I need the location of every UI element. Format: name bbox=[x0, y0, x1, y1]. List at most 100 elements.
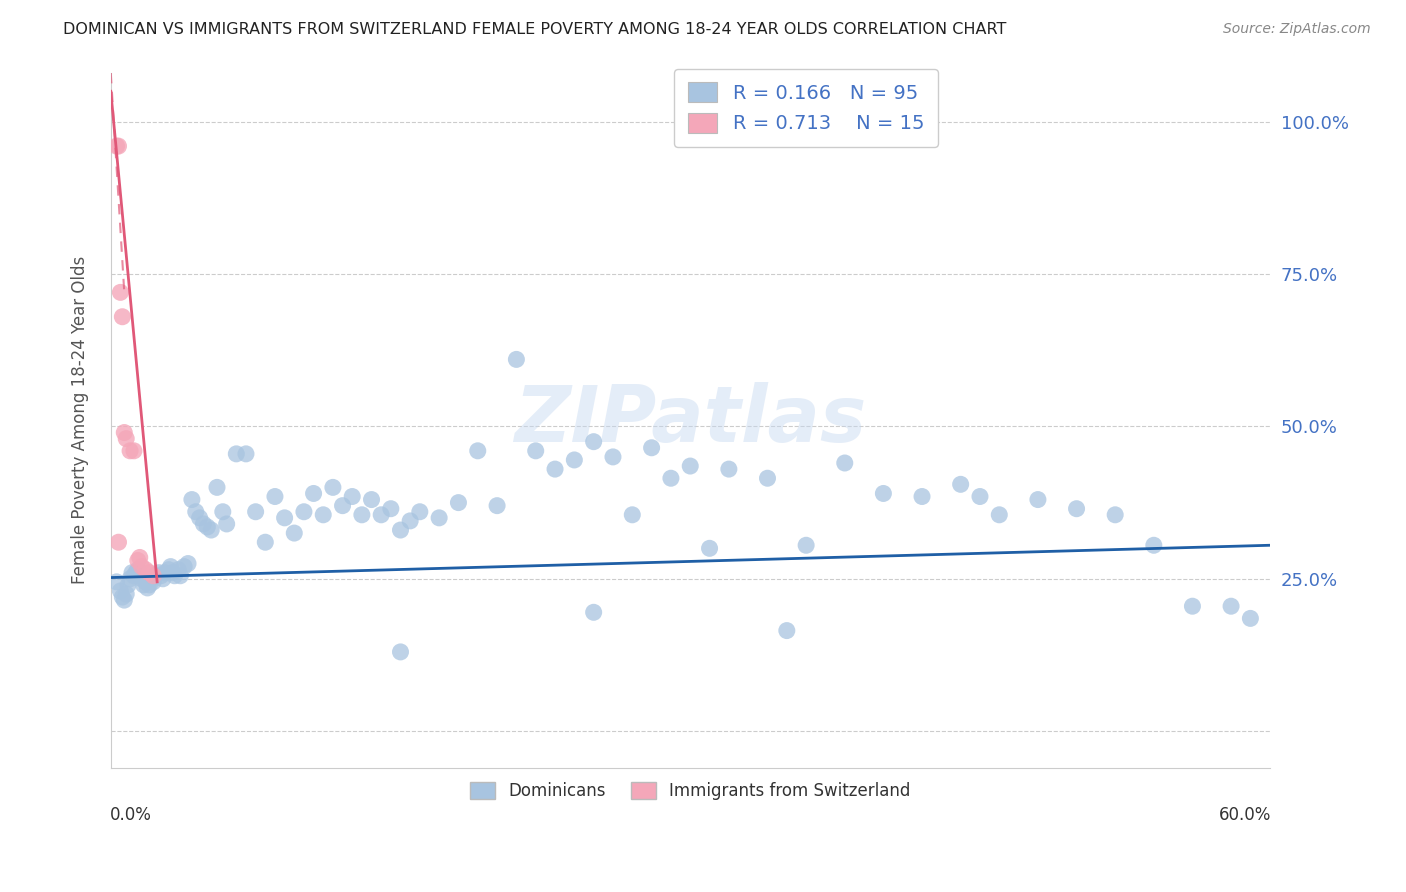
Point bbox=[949, 477, 972, 491]
Point bbox=[141, 572, 163, 586]
Point bbox=[120, 572, 142, 586]
Y-axis label: Female Poverty Among 18-24 Year Olds: Female Poverty Among 18-24 Year Olds bbox=[72, 256, 89, 584]
Point bbox=[1104, 508, 1126, 522]
Text: DOMINICAN VS IMMIGRANTS FROM SWITZERLAND FEMALE POVERTY AMONG 18-24 YEAR OLDS CO: DOMINICAN VS IMMIGRANTS FROM SWITZERLAND… bbox=[63, 22, 1007, 37]
Point bbox=[112, 425, 135, 440]
Point bbox=[399, 514, 422, 528]
Point bbox=[177, 557, 200, 571]
Point bbox=[776, 624, 799, 638]
Point bbox=[152, 572, 174, 586]
Point bbox=[486, 499, 509, 513]
Point bbox=[1181, 599, 1204, 614]
Point bbox=[225, 447, 247, 461]
Point bbox=[148, 566, 170, 580]
Point bbox=[105, 574, 128, 589]
Point bbox=[173, 559, 195, 574]
Point bbox=[200, 523, 222, 537]
Point bbox=[211, 505, 233, 519]
Point bbox=[1143, 538, 1166, 552]
Point bbox=[360, 492, 382, 507]
Point bbox=[245, 505, 267, 519]
Point bbox=[107, 535, 129, 549]
Point bbox=[105, 139, 128, 153]
Point bbox=[122, 443, 145, 458]
Point bbox=[107, 139, 129, 153]
Point bbox=[142, 568, 165, 582]
Point bbox=[117, 578, 139, 592]
Point bbox=[756, 471, 779, 485]
Point bbox=[524, 443, 547, 458]
Point bbox=[322, 480, 344, 494]
Point bbox=[302, 486, 325, 500]
Point bbox=[110, 285, 132, 300]
Point bbox=[193, 516, 215, 531]
Point bbox=[350, 508, 373, 522]
Point bbox=[112, 593, 135, 607]
Point bbox=[167, 563, 190, 577]
Point bbox=[544, 462, 567, 476]
Point bbox=[131, 572, 153, 586]
Point bbox=[370, 508, 392, 522]
Point bbox=[254, 535, 277, 549]
Point bbox=[342, 490, 364, 504]
Point bbox=[128, 550, 150, 565]
Point bbox=[467, 443, 489, 458]
Point bbox=[142, 574, 165, 589]
Point bbox=[159, 559, 181, 574]
Point bbox=[427, 511, 450, 525]
Point bbox=[235, 447, 257, 461]
Point bbox=[111, 310, 134, 324]
Point bbox=[621, 508, 644, 522]
Point bbox=[640, 441, 662, 455]
Point bbox=[332, 499, 354, 513]
Point bbox=[163, 568, 186, 582]
Point bbox=[582, 434, 605, 449]
Point bbox=[115, 587, 138, 601]
Point bbox=[562, 453, 585, 467]
Point bbox=[125, 566, 148, 580]
Point bbox=[195, 520, 218, 534]
Point bbox=[699, 541, 721, 556]
Point bbox=[131, 559, 153, 574]
Point bbox=[1220, 599, 1243, 614]
Point bbox=[128, 568, 150, 582]
Point bbox=[1026, 492, 1049, 507]
Point bbox=[115, 432, 138, 446]
Point bbox=[121, 566, 143, 580]
Point bbox=[162, 566, 184, 580]
Point bbox=[794, 538, 817, 552]
Point bbox=[659, 471, 682, 485]
Point bbox=[135, 574, 157, 589]
Point bbox=[273, 511, 295, 525]
Point bbox=[127, 553, 149, 567]
Point bbox=[153, 566, 176, 580]
Point bbox=[169, 568, 191, 582]
Point bbox=[283, 526, 305, 541]
Point bbox=[582, 605, 605, 619]
Point bbox=[602, 450, 624, 464]
Point bbox=[380, 501, 402, 516]
Point bbox=[1239, 611, 1261, 625]
Point bbox=[205, 480, 228, 494]
Text: Source: ZipAtlas.com: Source: ZipAtlas.com bbox=[1223, 22, 1371, 37]
Point bbox=[872, 486, 894, 500]
Point bbox=[389, 523, 412, 537]
Point bbox=[409, 505, 432, 519]
Point bbox=[679, 458, 702, 473]
Point bbox=[215, 516, 238, 531]
Point bbox=[447, 495, 470, 509]
Point bbox=[1066, 501, 1088, 516]
Point bbox=[264, 490, 287, 504]
Point bbox=[834, 456, 856, 470]
Point bbox=[143, 568, 166, 582]
Point bbox=[988, 508, 1011, 522]
Point bbox=[157, 563, 180, 577]
Point bbox=[505, 352, 527, 367]
Point bbox=[111, 590, 134, 604]
Point bbox=[292, 505, 315, 519]
Point bbox=[150, 568, 173, 582]
Point bbox=[188, 511, 211, 525]
Point bbox=[136, 581, 159, 595]
Point bbox=[389, 645, 412, 659]
Point bbox=[717, 462, 740, 476]
